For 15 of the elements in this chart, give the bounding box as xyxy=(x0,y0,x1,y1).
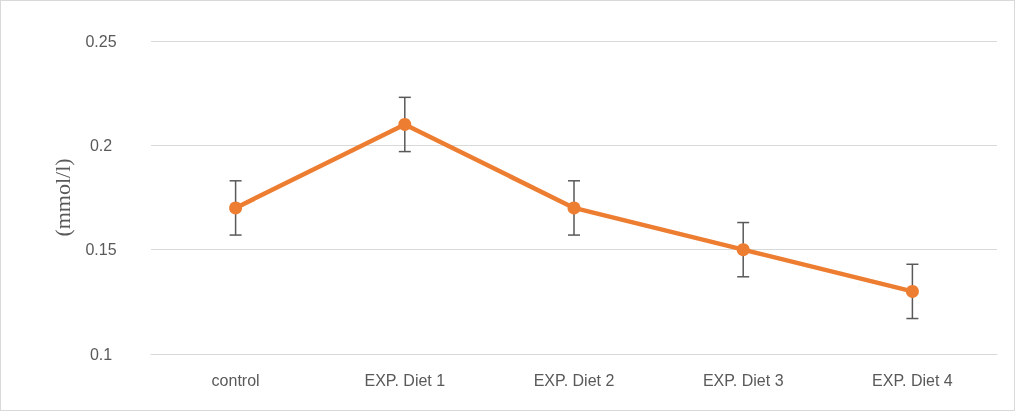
y-tick-label: 0.2 xyxy=(89,136,113,154)
x-tick-label: EXP. Diet 1 xyxy=(364,371,446,389)
y-tick-label: 0.15 xyxy=(85,241,117,259)
y-tick-label: 0.1 xyxy=(89,345,113,363)
point xyxy=(567,201,581,215)
x-tick-label: EXP. Diet 2 xyxy=(533,371,615,389)
point xyxy=(905,284,919,298)
point xyxy=(229,201,243,215)
x-tick-label: EXP. Diet 4 xyxy=(872,371,953,389)
x-tick-label: EXP. Diet 3 xyxy=(702,371,784,389)
y-axis-title: (mmol/l) xyxy=(49,158,75,237)
y-tick-label: 0.25 xyxy=(85,32,117,50)
point xyxy=(736,243,750,257)
x-tick-label: control xyxy=(211,371,260,389)
point xyxy=(398,117,412,131)
